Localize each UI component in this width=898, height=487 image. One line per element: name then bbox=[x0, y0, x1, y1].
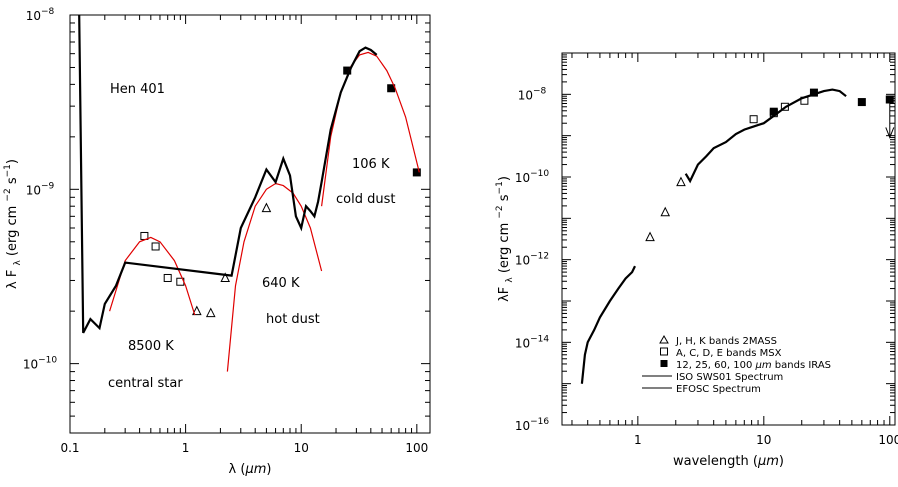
x-tick-label: 0.1 bbox=[60, 441, 79, 455]
point-filled-square bbox=[412, 168, 421, 177]
annotation-hot-label: hot dust bbox=[266, 312, 320, 327]
y-tick-label: 10−14 bbox=[515, 334, 550, 350]
series-6 bbox=[321, 51, 420, 207]
legend-item-4: ISO SWS01 Spectrum bbox=[676, 372, 783, 383]
series-line bbox=[580, 265, 636, 384]
point-open-square bbox=[151, 242, 160, 251]
point-filled-square bbox=[857, 98, 866, 107]
series-5 bbox=[580, 265, 636, 384]
y-axis-label: λ F λ (erg cm −2 s−1) bbox=[3, 159, 23, 289]
legend-marker-triangle bbox=[659, 334, 669, 344]
y-tick-label: 10−16 bbox=[515, 417, 550, 433]
point-open-triangle bbox=[676, 176, 686, 187]
x-axis-label: wavelength (μm) bbox=[673, 454, 784, 469]
legend-marker-open-square bbox=[660, 347, 668, 356]
point-open-triangle bbox=[660, 206, 671, 217]
legend-item-1: J, H, K bands 2MASS bbox=[675, 336, 777, 347]
y-tick-label: 10−12 bbox=[515, 252, 549, 268]
y-tick-label: 10−8 bbox=[26, 7, 55, 23]
point-open-triangle bbox=[192, 305, 202, 316]
series-line bbox=[109, 236, 196, 316]
panel-1: 0.1 1 10 100 10−10 10−9 10−8 λ (μm) λ F λ (erg c… bbox=[3, 7, 431, 477]
series-line bbox=[78, 14, 378, 334]
x-tick-label: 1 bbox=[634, 433, 642, 447]
series-2 bbox=[192, 202, 272, 318]
y-tick-label: 10−8 bbox=[518, 86, 547, 102]
legend-item-5: EFOSC Spectrum bbox=[676, 384, 761, 395]
series-line bbox=[684, 88, 847, 184]
annotation-object: Hen 401 bbox=[110, 82, 165, 97]
series-4 bbox=[684, 88, 847, 184]
point-open-triangle bbox=[205, 307, 216, 318]
legend-marker-filled-square bbox=[660, 360, 668, 367]
x-tick-label: 100 bbox=[405, 441, 428, 455]
y-tick-label: 10−9 bbox=[26, 181, 55, 197]
series-1 bbox=[140, 231, 185, 286]
annotation-t-star: 8500 K bbox=[128, 339, 174, 354]
series-1 bbox=[645, 176, 686, 242]
series-2 bbox=[749, 96, 809, 124]
plot-frame bbox=[561, 52, 896, 426]
series-line bbox=[321, 51, 420, 207]
x-tick-label: 1 bbox=[182, 441, 190, 455]
x-axis-label: λ (μm) bbox=[229, 462, 272, 477]
point-open-triangle bbox=[261, 202, 272, 213]
x-tick-label: 100 bbox=[878, 433, 898, 447]
y-tick-label: 10−10 bbox=[515, 169, 550, 185]
panel-2: 1 10 100 10−16 10−14 10−12 10−10 10−8 wavelength… bbox=[495, 52, 898, 469]
point-open-triangle bbox=[645, 231, 655, 242]
plot-frame bbox=[69, 14, 431, 434]
annotation-cold-label: cold dust bbox=[336, 192, 395, 207]
point-open-triangle bbox=[220, 272, 231, 282]
series-7 bbox=[78, 14, 378, 334]
series-4 bbox=[109, 236, 196, 316]
legend-item-3: 12, 25, 60, 100 μm bands IRAS bbox=[676, 360, 831, 371]
point-open-square bbox=[163, 273, 172, 282]
point-open-square bbox=[749, 115, 758, 124]
y-axis-label: λF λ (erg cm −2 s−1) bbox=[495, 176, 515, 302]
annotation-t-cold: 106 K bbox=[352, 157, 390, 172]
upper-limit-arrow-icon bbox=[885, 99, 895, 139]
annotation-star-label: central star bbox=[108, 376, 183, 391]
x-tick-label: 10 bbox=[756, 433, 771, 447]
y-tick-label: 10−10 bbox=[23, 356, 58, 372]
annotation-t-hot: 640 K bbox=[262, 276, 300, 291]
x-tick-label: 10 bbox=[294, 441, 309, 455]
series-3 bbox=[769, 88, 894, 116]
legend-item-2: A, C, D, E bands MSX bbox=[676, 348, 782, 359]
